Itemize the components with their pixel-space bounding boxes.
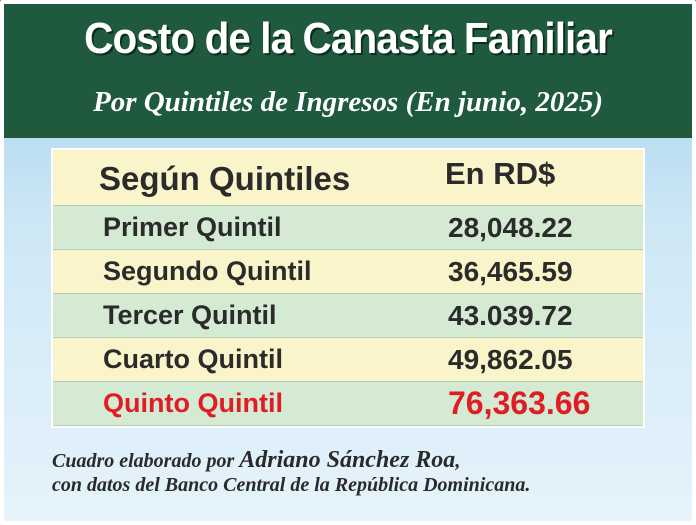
row-label: Tercer Quintil (103, 300, 277, 330)
table-header-row: Según Quintiles En RD$ (53, 150, 643, 206)
page-subtitle: Por Quintiles de Ingresos (En junio, 202… (92, 86, 603, 118)
row-value: 49,862.05 (448, 343, 573, 375)
source-note: Cuadro elaborado por Adriano Sánchez Roa… (52, 448, 672, 497)
source-suffix: , (455, 450, 461, 472)
row-value: 43.039.72 (448, 299, 573, 331)
header-banner: Costo de la Canasta Familiar Por Quintil… (0, 0, 696, 138)
source-line-1: Cuadro elaborado por Adriano Sánchez Roa… (52, 448, 672, 473)
column-header-amount: En RD$ (445, 156, 556, 191)
row-value: 28,048.22 (448, 211, 573, 243)
row-label: Segundo Quintil (103, 256, 312, 286)
source-author: Adriano Sánchez Roa (239, 447, 456, 473)
source-line-2: con datos del Banco Central de la Repúbl… (52, 474, 531, 496)
page-title: Costo de la Canasta Familiar (84, 14, 613, 63)
table-row-highlighted: Quinto Quintil 76,363.66 (53, 382, 643, 426)
row-label: Quinto Quintil (103, 388, 283, 418)
source-prefix: Cuadro elaborado por (52, 450, 240, 472)
table-row: Tercer Quintil 43.039.72 (53, 294, 643, 338)
row-value: 36,465.59 (448, 255, 573, 287)
table-row: Segundo Quintil 36,465.59 (53, 250, 643, 294)
table-row: Cuarto Quintil 49,862.05 (53, 338, 643, 382)
row-label: Primer Quintil (103, 212, 282, 242)
row-value: 76,363.66 (448, 385, 591, 421)
column-header-quintiles: Según Quintiles (99, 160, 351, 197)
quintile-table: Según Quintiles En RD$ Primer Quintil 28… (53, 150, 643, 426)
row-label: Cuarto Quintil (103, 344, 283, 374)
table-row: Primer Quintil 28,048.22 (53, 206, 643, 250)
